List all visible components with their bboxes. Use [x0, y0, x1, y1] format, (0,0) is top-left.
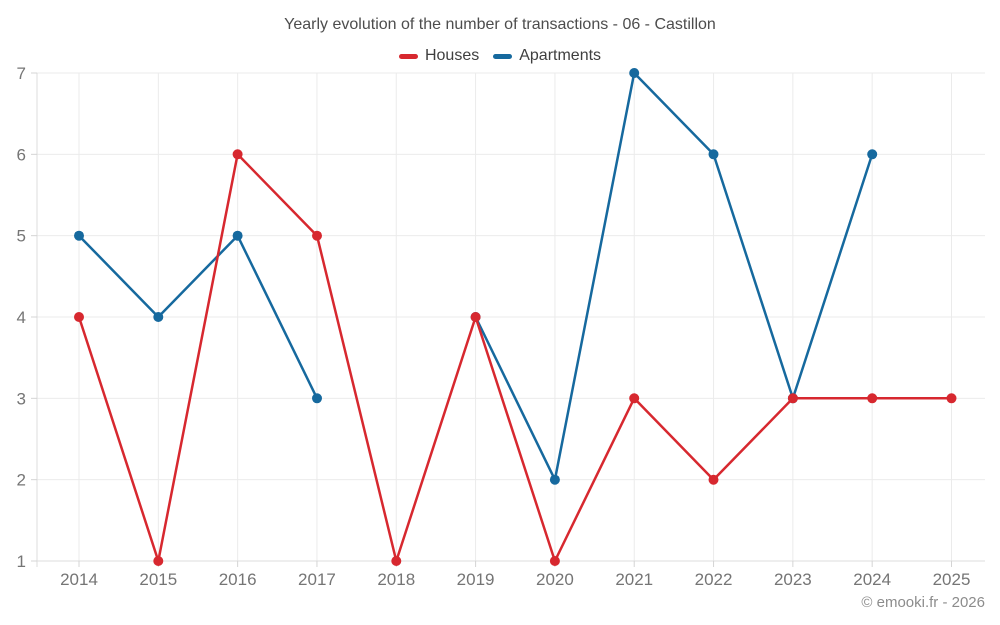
houses-data-point[interactable] [946, 393, 957, 404]
chart-title: Yearly evolution of the number of transa… [284, 16, 716, 33]
legend-item-apartments[interactable]: Apartments [493, 47, 601, 65]
chart-legend: Houses Apartments [0, 47, 1000, 65]
legend-label-apartments: Apartments [519, 47, 602, 64]
y-axis-tick-label: 1 [17, 552, 26, 571]
x-axis-tick-label: 2018 [377, 570, 415, 589]
houses-data-point[interactable] [787, 393, 798, 404]
x-axis-tick-label: 2021 [615, 570, 653, 589]
houses-data-point[interactable] [74, 312, 84, 322]
x-axis-tick-label: 2024 [853, 570, 891, 589]
y-axis-tick-label: 3 [17, 389, 26, 408]
apartments-data-point[interactable] [312, 393, 322, 404]
x-axis-tick-label: 2015 [139, 570, 177, 589]
y-axis-tick-label: 4 [17, 308, 26, 327]
x-axis-tick-label: 2023 [774, 570, 812, 589]
houses-data-point[interactable] [629, 393, 640, 404]
legend-item-houses[interactable]: Houses [398, 47, 480, 65]
x-axis-tick-label: 2025 [933, 570, 971, 589]
apartments-data-point[interactable] [629, 68, 640, 78]
y-axis-tick-label: 6 [17, 145, 26, 164]
apartments-data-point[interactable] [74, 230, 84, 241]
x-axis-tick-label: 2016 [219, 570, 257, 589]
apartments-data-point[interactable] [232, 230, 243, 241]
apartments-data-point[interactable] [549, 474, 560, 485]
houses-data-point[interactable] [708, 474, 719, 485]
houses-data-point[interactable] [232, 149, 243, 160]
x-axis-tick-label: 2014 [60, 570, 98, 589]
y-axis-tick-label: 7 [17, 64, 26, 83]
apartments-data-point[interactable] [153, 312, 164, 322]
houses-data-point[interactable] [391, 556, 402, 566]
watermark: © emooki.fr - 2026 [861, 594, 985, 611]
houses-data-point[interactable] [549, 556, 560, 566]
houses-legend-marker-icon [398, 53, 418, 59]
houses-data-point[interactable] [867, 393, 878, 404]
apartments-line [77, 71, 874, 481]
x-axis-tick-label: 2020 [536, 570, 574, 589]
apartments-data-point[interactable] [867, 149, 878, 160]
x-axis-tick-label: 2017 [298, 570, 336, 589]
houses-data-point[interactable] [312, 230, 322, 241]
apartments-data-point[interactable] [708, 149, 719, 160]
x-axis-tick-label: 2022 [695, 570, 733, 589]
apartments-legend-marker-icon [493, 53, 513, 59]
x-axis-tick-label: 2019 [457, 570, 495, 589]
houses-line [77, 153, 953, 563]
legend-label-houses: Houses [424, 47, 480, 64]
y-axis-tick-label: 2 [17, 471, 26, 490]
y-axis-tick-label: 5 [17, 227, 26, 246]
houses-data-point[interactable] [153, 556, 164, 566]
houses-data-point[interactable] [470, 312, 481, 322]
